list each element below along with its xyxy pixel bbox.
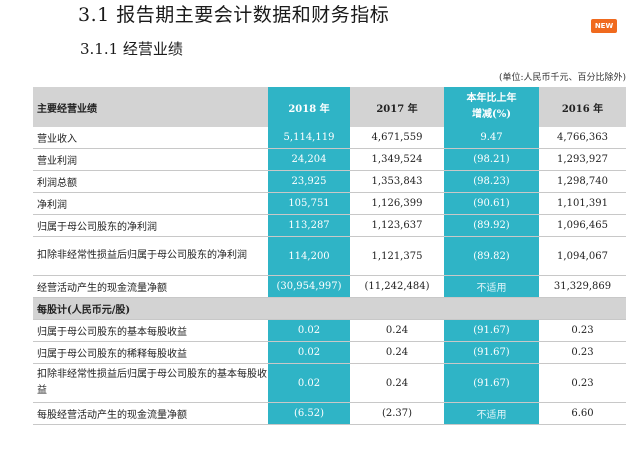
unit-note: (单位:人民币千元、百分比除外) xyxy=(498,73,626,83)
cell-2017: 1,126,399 xyxy=(350,192,444,215)
header-change-line1: 本年比上年 xyxy=(466,93,517,104)
row-label: 利润总额 xyxy=(33,170,268,193)
cell-change: (91.67) xyxy=(444,341,539,364)
cell-2018: 5,114,119 xyxy=(268,127,350,149)
cell-2018: 0.02 xyxy=(268,319,350,342)
section-title: 3.1 报告期主要会计数据和财务指标 xyxy=(78,4,390,26)
cell-change: (98.23) xyxy=(444,170,539,193)
cell-2017: (2.37) xyxy=(350,402,444,425)
table-row: 归属于母公司股东的稀释每股收益 0.02 0.24 (91.67) 0.23 xyxy=(33,341,626,364)
header-change-line2: 增减(%) xyxy=(472,109,511,120)
cell-2018: 105,751 xyxy=(268,192,350,215)
row-label: 营业利润 xyxy=(33,148,268,171)
eps-section-row: 每股计(人民币元/股) xyxy=(33,297,626,320)
table-row: 净利润 105,751 1,126,399 (90.61) 1,101,391 xyxy=(33,192,626,215)
row-label: 归属于母公司股东的净利润 xyxy=(33,214,268,237)
cell-2017: 1,353,843 xyxy=(350,170,444,193)
table-row: 扣除非经常性损益后归属于母公司股东的基本每股收益 0.02 0.24 (91.6… xyxy=(33,363,626,403)
cell-2018: 0.02 xyxy=(268,363,350,403)
cell-2017: 4,671,559 xyxy=(350,127,444,149)
table-row: 营业利润 24,204 1,349,524 (98.21) 1,293,927 xyxy=(33,148,626,171)
cell-2017: 0.24 xyxy=(350,319,444,342)
cell-2016: 0.23 xyxy=(539,319,626,342)
cell-2018: 114,200 xyxy=(268,236,350,276)
row-label: 净利润 xyxy=(33,192,268,215)
row-label: 经营活动产生的现金流量净额 xyxy=(33,275,268,298)
financial-table: 主要经营业绩 2018 年 2017 年 本年比上年增减(%) 2016 年 营… xyxy=(33,87,626,425)
cell-2016: 0.23 xyxy=(539,341,626,364)
header-label: 主要经营业绩 xyxy=(33,87,268,127)
cell-2018: (6.52) xyxy=(268,402,350,425)
table-row: 利润总额 23,925 1,353,843 (98.23) 1,298,740 xyxy=(33,170,626,193)
cell-change: (91.67) xyxy=(444,363,539,403)
cell-2016: 0.23 xyxy=(539,363,626,403)
cell-change: (89.92) xyxy=(444,214,539,237)
subsection-title: 3.1.1 经营业绩 xyxy=(80,40,183,58)
row-label: 扣除非经常性损益后归属于母公司股东的基本每股收益 xyxy=(33,363,268,403)
cell-2018: 0.02 xyxy=(268,341,350,364)
cell-2018: 24,204 xyxy=(268,148,350,171)
new-badge: NEW xyxy=(591,19,617,33)
table-row: 归属于母公司股东的基本每股收益 0.02 0.24 (91.67) 0.23 xyxy=(33,319,626,342)
table-row: 营业收入 5,114,119 4,671,559 9.47 4,766,363 xyxy=(33,127,626,149)
cell-2017: 1,349,524 xyxy=(350,148,444,171)
cell-2016: 1,094,067 xyxy=(539,236,626,276)
cell-change: (98.21) xyxy=(444,148,539,171)
header-2017: 2017 年 xyxy=(350,87,444,127)
cell-2016: 1,298,740 xyxy=(539,170,626,193)
row-label: 营业收入 xyxy=(33,127,268,149)
cell-2017: (11,242,484) xyxy=(350,275,444,298)
row-label: 归属于母公司股东的稀释每股收益 xyxy=(33,341,268,364)
table-row: 扣除非经常性损益后归属于母公司股东的净利润 114,200 1,121,375 … xyxy=(33,236,626,276)
table-row: 每股经营活动产生的现金流量净额 (6.52) (2.37) 不适用 6.60 xyxy=(33,402,626,425)
cell-change: 不适用 xyxy=(444,402,539,425)
row-label: 每股经营活动产生的现金流量净额 xyxy=(33,402,268,425)
cell-2018: 113,287 xyxy=(268,214,350,237)
cell-2016: 1,293,927 xyxy=(539,148,626,171)
cell-2016: 4,766,363 xyxy=(539,127,626,149)
cell-2018: (30,954,997) xyxy=(268,275,350,298)
cell-change: 不适用 xyxy=(444,275,539,298)
cell-2016: 31,329,869 xyxy=(539,275,626,298)
table-row: 经营活动产生的现金流量净额 (30,954,997) (11,242,484) … xyxy=(33,275,626,298)
cell-change: 9.47 xyxy=(444,127,539,149)
cell-2016: 1,096,465 xyxy=(539,214,626,237)
header-2018: 2018 年 xyxy=(268,87,350,127)
table-row: 归属于母公司股东的净利润 113,287 1,123,637 (89.92) 1… xyxy=(33,214,626,237)
cell-2018: 23,925 xyxy=(268,170,350,193)
cell-2017: 0.24 xyxy=(350,341,444,364)
cell-2017: 0.24 xyxy=(350,363,444,403)
table-header-row: 主要经营业绩 2018 年 2017 年 本年比上年增减(%) 2016 年 xyxy=(33,87,626,127)
cell-change: (91.67) xyxy=(444,319,539,342)
cell-2016: 1,101,391 xyxy=(539,192,626,215)
cell-2017: 1,121,375 xyxy=(350,236,444,276)
eps-section-label: 每股计(人民币元/股) xyxy=(33,297,626,320)
row-label: 归属于母公司股东的基本每股收益 xyxy=(33,319,268,342)
cell-2017: 1,123,637 xyxy=(350,214,444,237)
header-change: 本年比上年增减(%) xyxy=(444,87,539,127)
cell-change: (89.82) xyxy=(444,236,539,276)
row-label: 扣除非经常性损益后归属于母公司股东的净利润 xyxy=(33,236,268,276)
cell-change: (90.61) xyxy=(444,192,539,215)
header-2016: 2016 年 xyxy=(539,87,626,127)
cell-2016: 6.60 xyxy=(539,402,626,425)
